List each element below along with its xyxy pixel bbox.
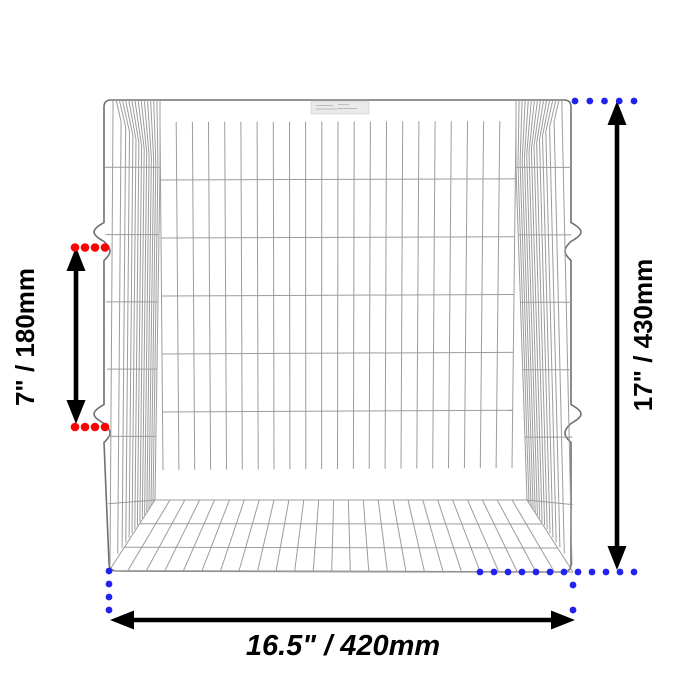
- svg-text:7" / 180mm: 7" / 180mm: [10, 268, 40, 406]
- svg-text:16.5" / 420mm: 16.5" / 420mm: [246, 630, 440, 662]
- svg-text:17" / 430mm: 17" / 430mm: [628, 259, 658, 412]
